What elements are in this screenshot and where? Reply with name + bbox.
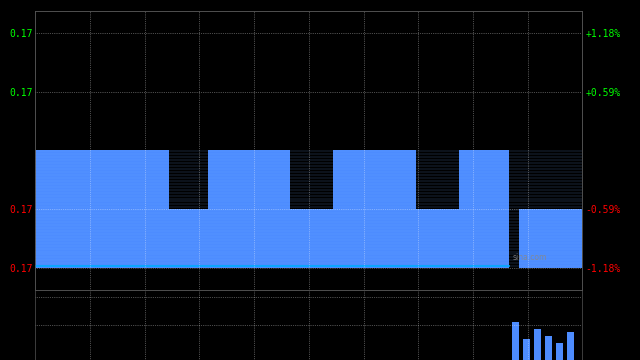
Bar [567, 332, 574, 360]
Bar [333, 150, 415, 268]
Bar [520, 210, 582, 268]
Bar [169, 150, 207, 210]
Bar [509, 150, 520, 210]
Bar [35, 150, 169, 268]
Bar [524, 339, 531, 360]
Bar [460, 150, 509, 268]
Bar [534, 329, 541, 360]
Bar [290, 150, 333, 210]
Bar [509, 210, 520, 268]
Bar [207, 150, 290, 268]
Bar [290, 210, 333, 268]
Bar [169, 210, 207, 268]
Bar [513, 321, 520, 360]
Bar [415, 210, 460, 268]
Text: sina.com: sina.com [513, 253, 547, 262]
Bar [545, 336, 552, 360]
Bar [520, 150, 582, 210]
Bar [556, 343, 563, 360]
Bar [415, 150, 460, 210]
